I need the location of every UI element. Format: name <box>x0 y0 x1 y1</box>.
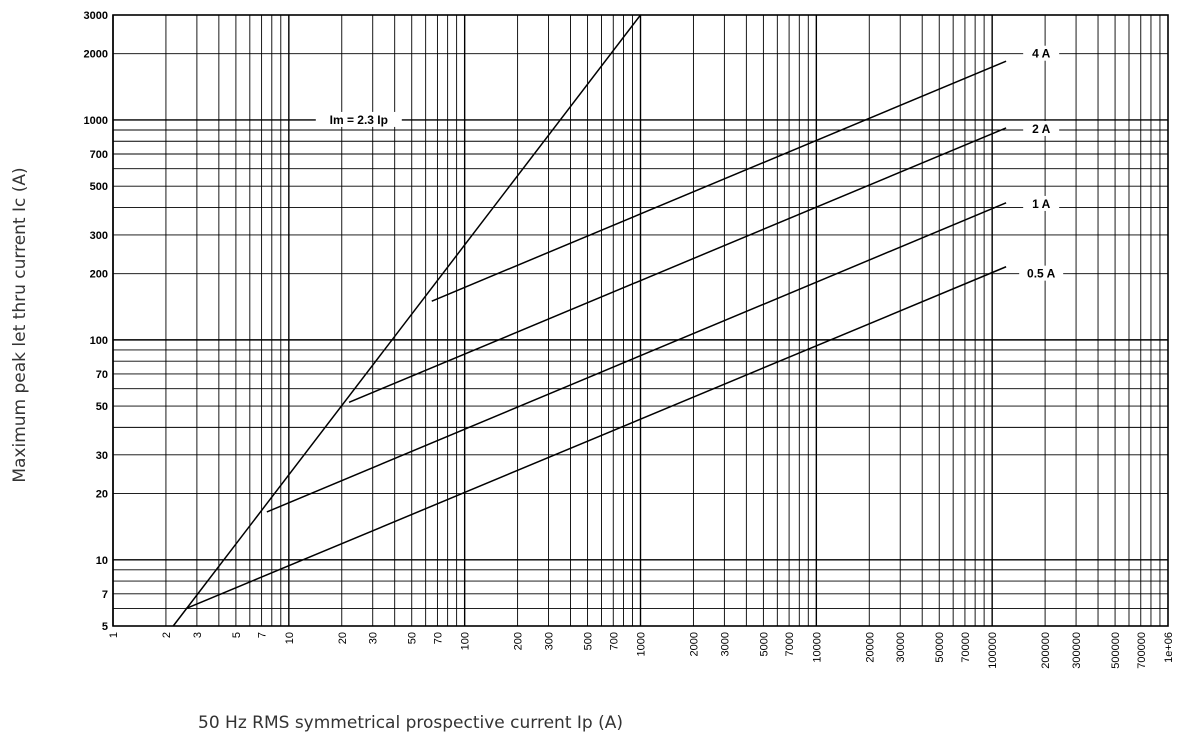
x-tick-label: 1 <box>108 632 120 638</box>
annotation-label: Im = 2.3 Ip <box>330 113 388 127</box>
x-tick-label: 3 <box>192 632 204 638</box>
x-tick-label: 700000 <box>1136 632 1148 669</box>
x-tick-label: 50000 <box>934 632 946 663</box>
x-tick-label: 300000 <box>1071 632 1083 669</box>
x-tick-label: 2 <box>161 632 173 638</box>
grid-layer <box>112 14 1168 627</box>
x-tick-label: 30 <box>368 632 380 644</box>
x-tick-label: 5 <box>231 632 243 638</box>
y-tick-label: 50 <box>96 401 108 413</box>
series-line <box>348 127 1007 404</box>
y-tick-label: 1000 <box>84 115 108 127</box>
x-tick-label: 7 <box>257 632 269 638</box>
axis-layer: 5 7 10 20 30 50 70 100 200 300 500 700 1000 2000 3000 1… <box>84 10 1175 669</box>
x-tick-label: 3000 <box>719 632 731 656</box>
x-tick-label: 10000 <box>811 632 823 663</box>
x-axis-title: 50 Hz RMS symmetrical prospective curren… <box>198 713 623 733</box>
series-line <box>172 14 642 627</box>
x-tick-label: 7000 <box>784 632 796 656</box>
x-tick-label: 2000 <box>688 632 700 656</box>
plot-frame <box>112 14 1169 627</box>
y-tick-label: 2000 <box>84 49 108 61</box>
x-tick-label: 70 <box>432 632 444 644</box>
annotation-label: 4 A <box>1032 47 1051 61</box>
y-tick-label: 200 <box>90 269 108 281</box>
x-tick-label: 20 <box>337 632 349 644</box>
annotation-bg <box>1023 120 1060 136</box>
y-tick-label: 300 <box>90 230 108 242</box>
y-tick-label: 20 <box>96 489 108 501</box>
annotation-label: 0.5 A <box>1027 267 1056 281</box>
x-tick-label: 10 <box>284 632 296 644</box>
y-tick-label: 70 <box>96 369 108 381</box>
x-tick-label: 100000 <box>987 632 999 669</box>
y-tick-label: 500 <box>90 181 108 193</box>
y-tick-label: 7 <box>102 589 108 601</box>
annotation-bg <box>1023 45 1060 61</box>
annotation-label: 2 A <box>1032 122 1051 136</box>
x-tick-label: 100 <box>460 632 472 650</box>
annotation-layer: Im = 2.3 Ip 4 A 2 A 1 A 0.5 A <box>315 45 1064 281</box>
x-tick-label: 700 <box>608 632 620 650</box>
annotation-bg <box>315 111 402 127</box>
y-tick-label: 30 <box>96 450 108 462</box>
y-tick-label: 10 <box>96 555 108 567</box>
x-tick-label: 1e+06 <box>1163 632 1175 663</box>
y-tick-label: 700 <box>90 149 108 161</box>
series-line <box>185 266 1007 610</box>
x-tick-label: 1000 <box>636 632 648 656</box>
x-tick-label: 5000 <box>758 632 770 656</box>
annotation-bg <box>1019 265 1064 281</box>
annotation-label: 1 A <box>1032 197 1051 211</box>
x-tick-label: 20000 <box>864 632 876 663</box>
x-tick-label: 300 <box>544 632 556 650</box>
x-tick-label: 500000 <box>1110 632 1122 669</box>
series-line <box>431 60 1007 302</box>
x-tick-label: 50 <box>407 632 419 644</box>
series-line <box>266 202 1007 513</box>
x-tick-label: 500 <box>583 632 595 650</box>
x-tick-label: 200 <box>513 632 525 650</box>
x-tick-label: 70000 <box>960 632 972 663</box>
y-tick-label: 5 <box>102 621 108 633</box>
x-tick-label: 200000 <box>1040 632 1052 669</box>
x-tick-label: 30000 <box>895 632 907 663</box>
annotation-bg <box>1023 195 1060 211</box>
y-tick-label: 100 <box>90 335 108 347</box>
y-tick-label: 3000 <box>84 10 108 22</box>
series-layer <box>172 14 1007 627</box>
